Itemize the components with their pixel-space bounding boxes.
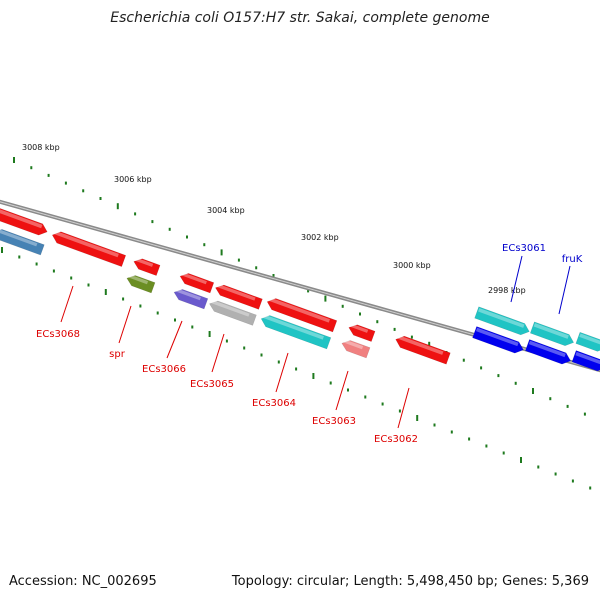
gene-leader-line <box>510 255 523 303</box>
gene-arrow <box>474 306 530 336</box>
gene-feature <box>173 288 209 310</box>
gene-arrow <box>179 273 215 294</box>
gene-leader-line <box>118 305 132 344</box>
gene-feature <box>395 335 451 365</box>
scale-label: 2998 kbp <box>488 286 526 295</box>
gene-feature <box>571 350 600 372</box>
gene-arrow-highlight <box>262 314 324 340</box>
scale-label: 3008 kbp <box>22 143 60 152</box>
gene-leader-line <box>558 265 571 315</box>
gene-feature <box>348 323 376 342</box>
gene-labels: ECs3068 spr ECs3066 ECs3065 ECs3064 ECs3063 EC… <box>36 243 583 445</box>
gene-arrow-highlight <box>53 230 119 258</box>
accession-text: Accession: NC_002695 <box>9 574 157 589</box>
gene-arrow <box>260 315 332 350</box>
gene-arrow-highlight <box>528 340 566 358</box>
scale-label: 3006 kbp <box>114 175 152 184</box>
map-title: Escherichia coli O157:H7 str. Sakai, com… <box>110 10 490 26</box>
scale-labels: 3008 kbp 3006 kbp 3004 kbp 3002 kbp 3000 kbp… <box>22 143 526 295</box>
gene-features <box>0 206 600 372</box>
gene-leader-line <box>60 285 74 323</box>
gene-feature <box>51 230 127 267</box>
gene-arrow-highlight <box>128 274 149 285</box>
gene-arrow <box>266 298 338 333</box>
inner-scale-ruler <box>1 247 592 490</box>
gene-arrow <box>209 300 257 326</box>
gene-arrow-highlight <box>216 283 256 301</box>
gene-arrow-highlight <box>533 323 569 339</box>
gene-arrow-highlight <box>175 288 201 301</box>
gene-arrow-highlight <box>475 327 519 347</box>
gene-label: ECs3066 <box>142 364 186 375</box>
gene-arrow <box>215 284 263 310</box>
gene-arrow <box>525 339 571 365</box>
gene-leader-line <box>211 333 225 373</box>
gene-arrow-highlight <box>575 351 600 365</box>
gene-arrow <box>348 324 376 342</box>
gene-arrow-highlight <box>478 308 525 328</box>
gene-feature <box>266 297 338 333</box>
gene-label: ECs3065 <box>190 379 234 390</box>
gene-arrow-highlight <box>268 297 330 323</box>
gene-feature <box>179 272 215 294</box>
gene-arrow <box>571 350 600 372</box>
gene-arrow <box>575 331 600 352</box>
gene-label: ECs3063 <box>312 416 356 427</box>
gene-feature <box>474 306 530 336</box>
gene-arrow <box>395 335 451 365</box>
gene-feature <box>0 206 48 236</box>
gene-arrow-highlight <box>579 333 600 345</box>
gene-feature <box>529 321 575 347</box>
scale-label: 3004 kbp <box>207 206 245 215</box>
gene-arrow-highlight <box>0 228 38 247</box>
gene-feature <box>575 331 600 352</box>
gene-feature <box>133 257 161 276</box>
gene-leader-line <box>166 320 183 359</box>
gene-feature <box>0 228 45 256</box>
gene-arrow <box>341 340 371 359</box>
gene-label: fruK <box>562 254 583 265</box>
gene-leader-line <box>335 370 349 411</box>
gene-arrow <box>529 321 575 347</box>
gene-arrow-highlight <box>343 339 364 350</box>
gene-feature <box>472 326 524 354</box>
outer-scale-ruler <box>13 157 586 416</box>
scale-label: 3000 kbp <box>393 261 431 270</box>
gene-feature <box>126 274 156 294</box>
gene-feature <box>215 283 263 310</box>
gene-arrow <box>126 275 156 294</box>
gene-leader-line <box>275 352 289 393</box>
gene-feature <box>209 299 257 326</box>
gene-feature <box>341 339 371 359</box>
gene-feature <box>260 314 332 350</box>
gene-arrow-highlight <box>135 257 154 267</box>
gene-arrow <box>133 258 161 276</box>
gene-arrow-highlight <box>0 207 43 229</box>
gene-arrow <box>51 231 127 267</box>
gene-leader-line <box>397 387 410 429</box>
gene-label: ECs3062 <box>374 434 418 445</box>
gene-arrow-highlight <box>350 323 369 333</box>
scale-label: 3002 kbp <box>301 233 339 242</box>
gene-arrow-highlight <box>210 299 250 317</box>
gene-arrow-highlight <box>397 335 444 355</box>
gene-arrow <box>0 229 45 256</box>
gene-label: ECs3068 <box>36 329 80 340</box>
genome-summary-text: Topology: circular; Length: 5,498,450 bp… <box>231 574 589 589</box>
gene-label: ECs3064 <box>252 398 296 409</box>
gene-arrow <box>173 289 209 310</box>
gene-label: ECs3061 <box>502 243 546 254</box>
gene-arrow <box>472 326 524 354</box>
gene-feature <box>525 339 571 365</box>
gene-arrow-highlight <box>181 272 207 285</box>
gene-arrow <box>0 206 48 236</box>
gene-label: spr <box>109 349 126 360</box>
